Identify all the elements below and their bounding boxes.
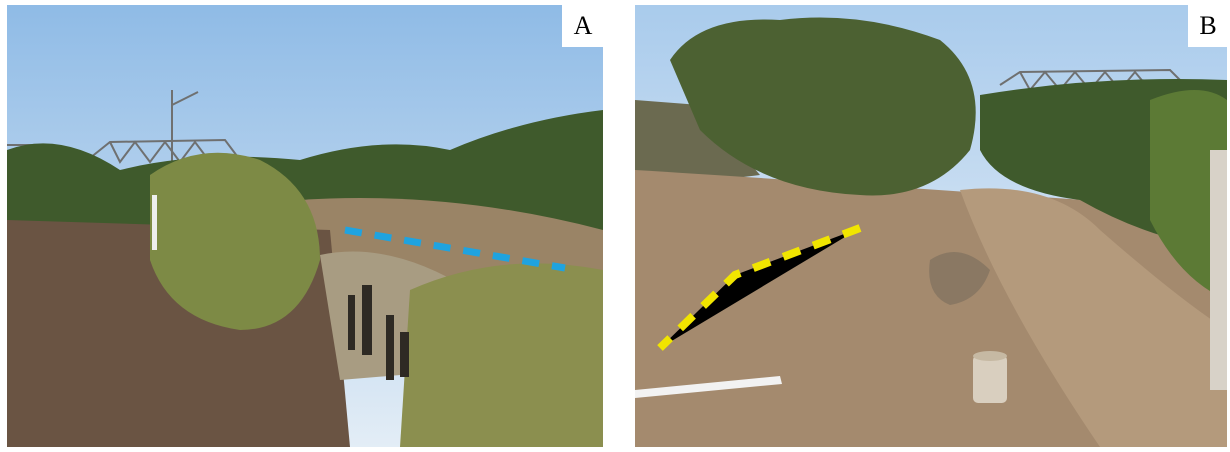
panel-label: B (1199, 11, 1216, 40)
panel-label: A (574, 11, 593, 40)
photo-a (7, 5, 603, 447)
label-box (1188, 5, 1227, 47)
label-box (562, 5, 603, 47)
photo-b (635, 5, 1227, 447)
